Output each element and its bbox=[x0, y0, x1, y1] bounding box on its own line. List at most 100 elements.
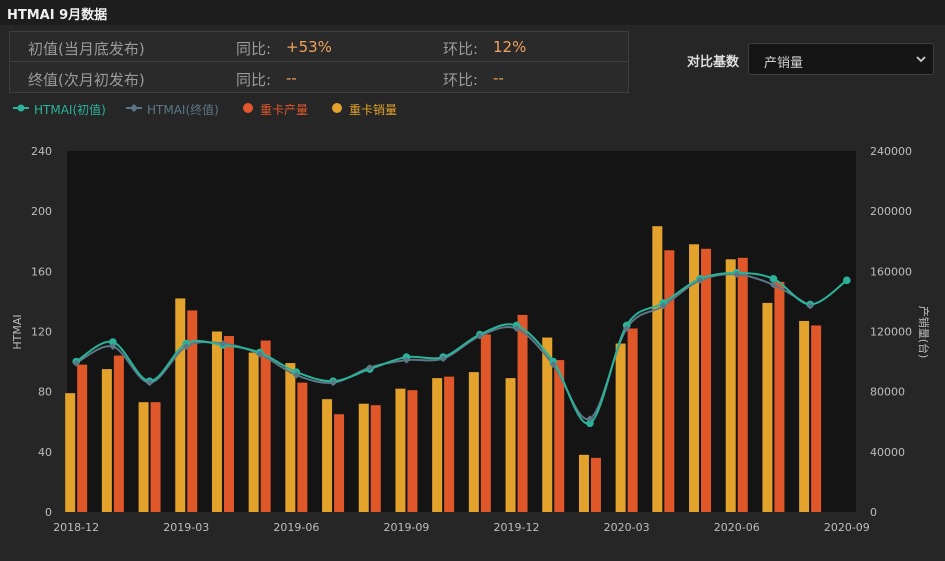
bar-sales bbox=[725, 259, 736, 512]
initial-label: 初值(当月底发布) bbox=[28, 40, 145, 58]
y-right-tick-label: 240000 bbox=[870, 145, 912, 158]
y-right-tick-label: 200000 bbox=[870, 205, 912, 218]
point-htmai-final bbox=[256, 350, 264, 358]
y-right-tick-label: 40000 bbox=[870, 446, 905, 459]
y-left-tick-label: 160 bbox=[31, 265, 52, 278]
initial-yoy-label: 同比: bbox=[236, 40, 272, 58]
line-htmai-final bbox=[75, 273, 811, 420]
point-htmai-initial bbox=[109, 338, 117, 346]
bar-production bbox=[444, 376, 455, 512]
point-htmai-final bbox=[146, 379, 154, 387]
point-htmai-final bbox=[549, 361, 557, 369]
final-yoy-label: 同比: bbox=[236, 71, 272, 89]
chevron-down-icon bbox=[916, 56, 926, 63]
bar-production bbox=[554, 360, 565, 512]
x-tick-label: 2019-03 bbox=[163, 521, 209, 534]
bar-sales bbox=[322, 399, 333, 512]
bar-production bbox=[590, 457, 601, 512]
y-right-tick-label: 160000 bbox=[870, 265, 912, 278]
title-bar: HTMAI 9月数据 bbox=[0, 0, 945, 25]
legend-label: 重卡销量 bbox=[349, 103, 398, 117]
point-htmai-final bbox=[292, 371, 300, 379]
bar-production bbox=[407, 390, 418, 512]
legend-label: 重卡产量 bbox=[260, 103, 309, 117]
final-mom-label: 环比: bbox=[443, 71, 479, 89]
y-left-axis-title: HTMAI bbox=[11, 314, 24, 349]
x-tick-label: 2019-06 bbox=[273, 521, 319, 534]
summary-panel: 初值(当月底发布) 同比: +53% 环比: 12% 终值(次月初发布) 同比:… bbox=[9, 31, 629, 93]
bar-sales bbox=[65, 393, 76, 512]
bar-sales bbox=[762, 302, 773, 512]
compare-base-select[interactable]: 产销量 bbox=[748, 43, 934, 75]
bar-production bbox=[480, 334, 491, 512]
point-htmai-final bbox=[696, 276, 704, 284]
point-htmai-final bbox=[769, 281, 777, 289]
summary-row-initial: 初值(当月底发布) 同比: +53% 环比: 12% bbox=[10, 32, 628, 62]
point-htmai-final bbox=[219, 340, 227, 348]
point-htmai-final bbox=[366, 364, 374, 372]
point-htmai-final bbox=[476, 332, 484, 340]
y-right-tick-label: 0 bbox=[870, 506, 877, 519]
point-htmai-final bbox=[439, 355, 447, 363]
point-htmai-final bbox=[72, 359, 80, 367]
line-htmai-initial bbox=[75, 271, 848, 425]
line-dot-icon bbox=[13, 104, 29, 112]
bar-production bbox=[811, 325, 822, 512]
point-htmai-final bbox=[109, 343, 117, 351]
final-yoy-value: -- bbox=[286, 69, 297, 87]
legend-label: HTMAI(初值) bbox=[34, 103, 106, 117]
bar-production bbox=[664, 250, 675, 512]
x-tick-label: 2019-12 bbox=[494, 521, 540, 534]
dot-icon bbox=[332, 103, 342, 113]
compare-base-value: 产销量 bbox=[764, 56, 804, 71]
bar-sales bbox=[101, 369, 112, 512]
y-right-axis-title: 产销量(台) bbox=[917, 306, 931, 359]
bar-production bbox=[297, 382, 308, 512]
plot-area bbox=[67, 151, 856, 512]
bar-sales bbox=[248, 352, 259, 512]
x-tick-label: 2020-03 bbox=[604, 521, 650, 534]
dot-icon bbox=[243, 103, 253, 113]
bar-production bbox=[370, 405, 381, 512]
x-tick-label: 2018-12 bbox=[53, 521, 99, 534]
point-htmai-initial bbox=[843, 276, 851, 285]
bar-production bbox=[77, 364, 88, 512]
bar-production bbox=[627, 328, 638, 512]
bar-sales bbox=[211, 331, 222, 512]
initial-mom-label: 环比: bbox=[443, 40, 479, 58]
bar-sales bbox=[432, 378, 443, 512]
point-htmai-final bbox=[586, 415, 594, 423]
bar-production bbox=[334, 414, 345, 512]
point-htmai-final bbox=[659, 302, 667, 310]
bar-production bbox=[737, 257, 748, 512]
point-htmai-final bbox=[806, 302, 814, 310]
bar-sales bbox=[285, 363, 296, 512]
final-label: 终值(次月初发布) bbox=[28, 71, 145, 89]
bar-sales bbox=[689, 244, 700, 512]
page-title: HTMAI 9月数据 bbox=[7, 8, 108, 23]
bar-sales bbox=[505, 378, 516, 512]
bar-production bbox=[187, 310, 198, 512]
point-htmai-final bbox=[182, 343, 190, 351]
bar-sales bbox=[652, 226, 663, 513]
y-left-tick-label: 0 bbox=[45, 506, 52, 519]
y-right-tick-label: 80000 bbox=[870, 386, 905, 399]
bar-sales bbox=[395, 388, 406, 512]
point-htmai-final bbox=[513, 324, 521, 332]
point-htmai-final bbox=[733, 270, 741, 278]
bar-production bbox=[774, 281, 785, 512]
y-left-tick-label: 80 bbox=[38, 386, 52, 399]
point-htmai-final bbox=[402, 356, 410, 364]
bar-production bbox=[701, 248, 712, 513]
bar-sales bbox=[468, 372, 479, 512]
bar-production bbox=[260, 340, 271, 512]
bar-production bbox=[113, 355, 124, 512]
legend-label: HTMAI(终值) bbox=[147, 103, 219, 117]
bar-production bbox=[150, 402, 161, 512]
bar-sales bbox=[358, 403, 369, 512]
bar-sales bbox=[578, 454, 589, 512]
x-tick-label: 2020-09 bbox=[824, 521, 870, 534]
bar-sales bbox=[542, 337, 553, 512]
bar-sales bbox=[175, 298, 186, 512]
